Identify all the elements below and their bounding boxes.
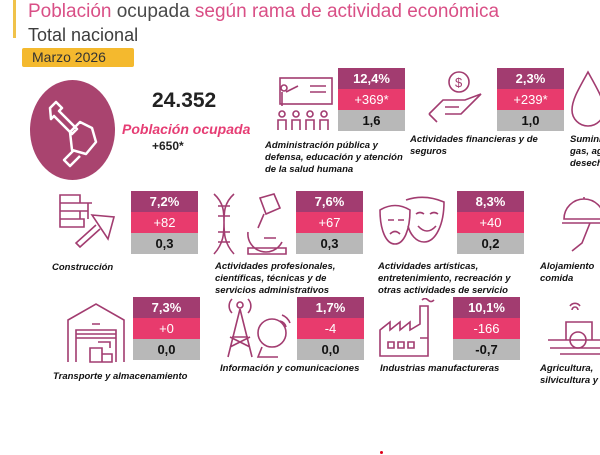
share-value: 7,6% [296,191,363,212]
change-value: -4 [297,318,364,339]
title-part: Población [28,1,112,22]
sector-label: Agricultura, silvicultura y [540,363,599,386]
food-cloche-icon [560,193,600,255]
red-dot-marker [380,451,383,454]
contribution-value: 0,3 [296,233,363,254]
contribution-value: 0,0 [297,339,364,360]
contribution-value: 1,0 [497,110,564,131]
sector-stat-box: 8,3% +40 0,2 [457,191,524,254]
sector-label: Alojamiento comida [540,261,595,284]
total-employed-value: 24.352 [152,89,217,112]
sector-label: Actividades artísticas, entretenimiento,… [378,261,511,296]
sector-stat-box: 12,4% +369* 1,6 [338,68,405,131]
share-value: 7,3% [133,297,200,318]
change-value: +82 [131,212,198,233]
subtitle: Total nacional [28,25,139,45]
share-value: 2,3% [497,68,564,89]
sector-stat-box: 7,3% +0 0,0 [133,297,200,360]
total-employed-change: +650* [152,139,184,153]
sector-label: Información y comunicaciones [220,363,360,374]
sector-label: Actividades profesionales, científicas, … [215,261,336,296]
money-hand-icon: $ [425,70,487,128]
dna-microscope-icon [208,192,290,256]
share-value: 12,4% [338,68,405,89]
water-drop-icon [568,70,600,128]
sector-stat-box: 10,1% -166 -0,7 [453,297,520,360]
share-value: 8,3% [457,191,524,212]
change-value: +67 [296,212,363,233]
sector-label: Transporte y almacenamiento [53,371,188,382]
tractor-icon [546,300,600,358]
sector-stat-box: 1,7% -4 0,0 [297,297,364,360]
sector-stat-box: 2,3% +239* 1,0 [497,68,564,131]
factory-icon [378,297,448,358]
title-part: según rama de actividad económica [194,1,500,22]
period-badge: Marzo 2026 [22,48,134,67]
share-value: 10,1% [453,297,520,318]
sector-label: Administración pública y defensa, educac… [265,140,403,175]
total-employed-label: Población ocupada [122,121,251,137]
contribution-value: 1,6 [338,110,405,131]
change-value: +40 [457,212,524,233]
change-value: +0 [133,318,200,339]
sector-label: Construcción [52,262,114,273]
sector-label: Industrias manufactureras [380,363,500,374]
contribution-value: 0,0 [133,339,200,360]
sector-stat-box: 7,2% +82 0,3 [131,191,198,254]
change-value: +369* [338,89,405,110]
bricks-trowel-icon [56,193,120,255]
sector-label: Sumini gas, ag desech [570,134,600,169]
svg-text:$: $ [455,75,463,90]
page-title: Población ocupada según rama de activida… [28,1,499,23]
share-value: 7,2% [131,191,198,212]
warehouse-icon [66,302,126,364]
wrench-hand-icon [30,80,115,180]
accent-line [13,0,16,38]
teacher-icon [272,76,334,132]
contribution-value: -0,7 [453,339,520,360]
sector-label: Actividades financieras y de seguros [410,134,538,157]
contribution-value: 0,2 [457,233,524,254]
contribution-value: 0,3 [131,233,198,254]
share-value: 1,7% [297,297,364,318]
title-part: ocupada [116,1,190,22]
sector-stat-box: 7,6% +67 0,3 [296,191,363,254]
change-value: +239* [497,89,564,110]
change-value: -166 [453,318,520,339]
theater-masks-icon [376,196,448,252]
antenna-icon [226,297,292,359]
